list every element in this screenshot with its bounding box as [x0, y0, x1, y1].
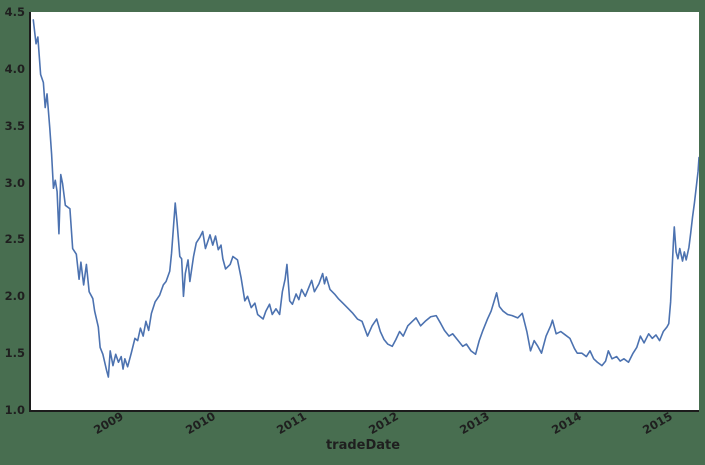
x-tick-label: 2013: [457, 408, 493, 438]
x-tick-label: 2014: [548, 408, 584, 438]
y-tick-label: 4.5: [4, 5, 25, 19]
y-tick-label: 3.5: [4, 118, 25, 133]
y-tick-label: 1.0: [4, 403, 25, 417]
line-chart-canvas: [31, 12, 699, 410]
x-tick-label: 2015: [640, 408, 676, 438]
x-tick-label: 2011: [274, 408, 309, 438]
y-tick-label: 2.5: [4, 232, 25, 247]
x-axis-label: tradeDate: [325, 438, 401, 453]
x-tick-label: 2012: [365, 408, 401, 438]
x-tick-label: 2009: [91, 408, 126, 438]
x-tick-label: 2010: [182, 408, 218, 438]
y-tick-label: 2.0: [4, 289, 25, 304]
y-tick-label: 3.0: [4, 175, 25, 190]
data-line: [33, 20, 699, 377]
plot-area: [29, 12, 699, 412]
y-tick-label: 4.0: [4, 61, 25, 76]
y-tick-label: 1.5: [4, 346, 25, 361]
